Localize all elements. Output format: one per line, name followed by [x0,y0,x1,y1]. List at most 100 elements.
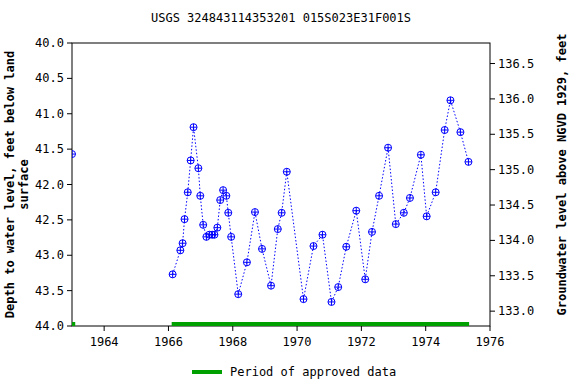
marker-plus [417,151,424,158]
x-tick-label: 1970 [283,335,312,349]
data-point [72,151,76,158]
marker-plus [211,231,218,238]
marker-circle [72,151,76,158]
data-point [432,189,439,196]
marker-plus [353,207,360,214]
x-tick-label: 1968 [218,335,247,349]
marker-circle [184,189,191,196]
data-point [169,271,176,278]
marker-plus [217,197,224,204]
data-point [278,209,285,216]
y-tick [67,113,72,114]
data-point [423,213,430,220]
y-tick-label: 43.5 [35,284,64,298]
data-point [181,216,188,223]
marker-circle [432,189,439,196]
x-tick-label: 1964 [90,335,119,349]
x-tick [232,326,233,331]
data-point [179,240,186,247]
plot-frame [72,43,490,326]
y-axis-label: Depth to water level, feet below land [3,51,17,318]
x-tick [490,326,491,331]
y2-tick-label: 133.5 [498,269,534,283]
legend-swatch [192,370,222,374]
marker-circle [441,127,448,134]
marker-plus [190,124,197,131]
marker-circle [197,192,204,199]
data-point [217,197,224,204]
marker-circle [243,259,250,266]
marker-circle [177,247,184,254]
marker-plus [184,189,191,196]
marker-circle [283,168,290,175]
marker-plus [187,157,194,164]
y-tick [67,326,72,327]
chart: USGS 324843114353201 015S023E31F001S1964… [0,0,576,384]
marker-circle [223,192,230,199]
marker-circle [368,228,375,235]
data-point [235,291,242,298]
marker-circle [251,209,258,216]
y-tick [67,290,72,291]
data-point [353,207,360,214]
marker-plus [385,144,392,151]
marker-circle [417,151,424,158]
marker-plus [223,192,230,199]
y-tick-label: 40.5 [35,71,64,85]
marker-circle [211,231,218,238]
data-point [214,224,221,231]
marker-circle [362,276,369,283]
marker-circle [225,209,232,216]
marker-circle [217,197,224,204]
marker-circle [228,233,235,240]
x-tick [297,326,298,331]
marker-plus [392,221,399,228]
y2-tick [490,311,495,312]
marker-plus [278,209,285,216]
y-tick-label: 44.0 [35,319,64,333]
background [0,0,576,384]
x-tick [425,326,426,331]
y-tick [67,255,72,256]
marker-circle [353,207,360,214]
marker-circle [392,221,399,228]
marker-circle [343,243,350,250]
y2-tick [490,205,495,206]
data-point [376,192,383,199]
marker-plus [235,291,242,298]
x-tick-label: 1966 [154,335,183,349]
y2-tick-label: 134.5 [498,198,534,212]
y-tick [67,219,72,220]
data-point [400,209,407,216]
data-point [368,228,375,235]
marker-circle [259,245,266,252]
approved-period [72,322,75,326]
marker-circle [200,221,207,228]
marker-circle [278,209,285,216]
marker-circle [400,209,407,216]
data-point [243,259,250,266]
y-tick [67,43,72,44]
marker-plus [447,97,454,104]
data-point [417,151,424,158]
marker-plus [400,209,407,216]
y2-tick [490,98,495,99]
marker-plus [368,228,375,235]
y2-tick-label: 135.5 [498,127,534,141]
data-point [406,194,413,201]
y-tick [67,78,72,79]
data-point [362,276,369,283]
marker-circle [214,224,221,231]
data-point [447,97,454,104]
data-point [392,221,399,228]
marker-plus [432,189,439,196]
marker-plus [376,192,383,199]
marker-circle [268,282,275,289]
data-point [268,282,275,289]
y2-axis-label: Groundwater level above NGVD 1929, feet [555,34,569,316]
marker-plus [177,247,184,254]
y-tick-label: 42.0 [35,178,64,192]
marker-circle [457,129,464,136]
x-tick-label: 1972 [347,335,376,349]
marker-circle [181,216,188,223]
